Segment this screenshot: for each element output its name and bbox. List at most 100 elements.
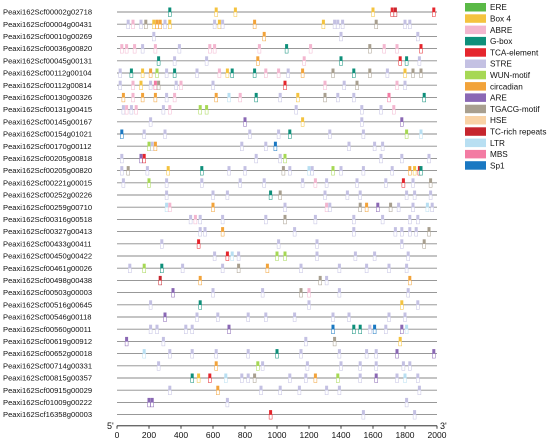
element-mark (147, 141, 151, 147)
legend-swatch (465, 70, 486, 80)
element-mark (125, 336, 129, 342)
element-mark (401, 361, 405, 366)
element-mark-lower (217, 72, 222, 78)
gene-row: Peaxi162Scf00010g00269 (3, 31, 437, 42)
element-mark-lower (406, 292, 410, 298)
element-mark (397, 202, 401, 208)
element-mark (149, 68, 153, 73)
element-mark (416, 214, 420, 220)
element-mark (160, 239, 164, 244)
element-mark-lower (264, 316, 268, 322)
element-mark (293, 312, 297, 317)
element-mark-lower (372, 328, 377, 334)
element-mark-lower (246, 377, 250, 383)
legend-swatch (465, 116, 486, 125)
element-mark (333, 19, 337, 25)
element-mark (221, 19, 225, 25)
element-mark-lower (160, 267, 164, 273)
element-mark (120, 153, 124, 159)
element-mark-lower (294, 109, 298, 115)
element-mark-lower (292, 231, 297, 237)
element-mark-lower (368, 328, 372, 334)
element-mark-lower (142, 353, 146, 359)
element-mark-lower (408, 219, 412, 225)
element-mark (376, 202, 380, 208)
gene-row: Peaxi162Scf00170g00112 (3, 141, 437, 151)
element-mark (310, 166, 314, 171)
gene-row: Peaxi162Scf00815g00357 (3, 373, 437, 383)
element-mark-lower (284, 48, 289, 54)
element-mark-lower (403, 72, 407, 78)
element-mark (278, 153, 282, 159)
element-mark (337, 288, 341, 293)
element-mark-lower (324, 182, 329, 188)
tick-label: 1200 (300, 430, 319, 440)
gene-label: Peaxi162Scf00170g00112 (3, 142, 92, 151)
element-mark-lower (161, 341, 166, 347)
gene-row: Peaxi162Scf00130g00326 (3, 92, 437, 103)
element-mark-lower (388, 206, 393, 212)
element-mark-lower (142, 267, 146, 273)
element-mark (165, 178, 169, 183)
element-mark-lower (144, 23, 148, 29)
element-mark-lower (339, 36, 343, 42)
element-mark (214, 361, 218, 366)
element-mark-lower (126, 170, 130, 176)
element-mark-lower (152, 36, 156, 42)
gene-row: Peaxi162Scf00004g00431 (3, 19, 437, 29)
element-mark-lower (432, 11, 436, 17)
element-mark-lower (153, 145, 158, 151)
element-mark (121, 105, 125, 110)
element-mark (411, 178, 415, 183)
element-mark-lower (140, 48, 145, 54)
gene-label: Peaxi162Scf00131g00415 (3, 105, 92, 114)
element-mark (355, 178, 359, 183)
element-mark (313, 214, 317, 220)
element-mark (352, 214, 356, 220)
element-mark (153, 44, 157, 49)
element-mark (374, 19, 378, 25)
element-mark-lower (156, 365, 161, 371)
element-mark-lower (160, 243, 164, 249)
element-mark-lower (281, 170, 286, 176)
element-mark-lower (328, 206, 332, 212)
element-mark (360, 117, 364, 122)
element-mark (403, 373, 407, 378)
element-mark-lower (147, 145, 151, 151)
element-mark-lower (246, 316, 250, 322)
element-mark (230, 251, 234, 256)
legend-swatch (465, 59, 486, 68)
element-mark (256, 361, 260, 366)
element-mark (408, 166, 412, 171)
element-mark-lower (216, 316, 220, 322)
element-mark (157, 361, 161, 366)
element-mark-lower (412, 170, 417, 176)
element-mark-lower (376, 206, 380, 212)
legend-label: STRE (490, 60, 512, 69)
element-mark-lower (240, 145, 244, 151)
element-mark-lower (361, 414, 366, 420)
element-mark (216, 312, 220, 317)
element-mark (269, 190, 273, 195)
element-mark (419, 129, 423, 134)
element-mark-lower (257, 48, 262, 54)
element-mark-lower (198, 231, 202, 237)
element-mark-lower (140, 72, 145, 78)
gene-row: Peaxi162Scf01009g00222 (3, 397, 437, 408)
element-mark-lower (121, 97, 126, 103)
element-mark (358, 202, 362, 208)
element-mark (400, 227, 404, 232)
legend-label: LTR (490, 139, 505, 148)
element-mark (381, 141, 385, 147)
element-mark (315, 239, 319, 244)
element-mark (365, 263, 369, 269)
element-mark-lower (147, 182, 151, 188)
gene-label: Peaxi162Scf00221g00015 (3, 178, 92, 187)
element-mark (419, 166, 423, 171)
element-mark (198, 300, 202, 305)
element-mark (261, 288, 265, 293)
legend-label: TCA-element (490, 48, 539, 57)
legend-item: G-box (465, 36, 512, 46)
element-mark (299, 263, 303, 269)
element-mark (283, 153, 287, 159)
